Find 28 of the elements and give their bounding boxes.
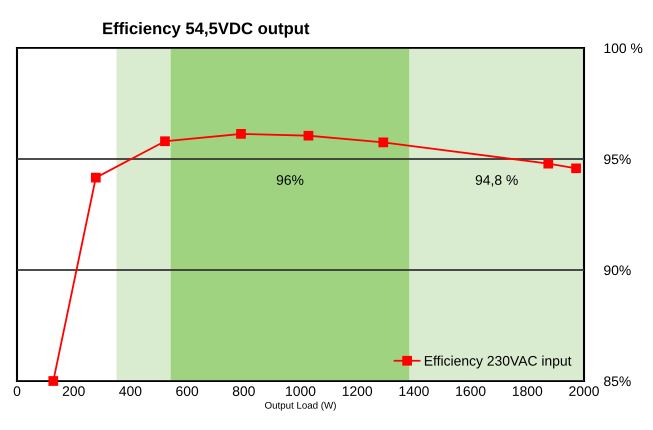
point [571,163,581,174]
y-tick-label: 100 % [604,43,642,54]
y-tick-label: 95% [604,154,631,164]
x-tick-label: 1600 [456,386,486,396]
x-tick-label: 1000 [286,386,316,396]
x-tick-label: 400 [119,386,142,396]
x-tick-label: 800 [232,386,255,396]
x-tick-label: 1200 [342,386,372,396]
x-tick-label: 600 [176,386,198,396]
chart-title: Efficiency 54,5VDC output [103,22,310,38]
x-axis-title: Output Load (W) [265,402,336,411]
point [304,130,314,141]
point [378,137,388,148]
point [160,136,170,146]
x-tick-label: 200 [62,386,85,396]
band-label: 94,8 % [476,175,518,187]
point [236,129,246,139]
point [90,172,101,183]
x-tick-label: 0 [14,386,20,396]
legend-label: Efficiency 230VAC input [424,356,572,368]
x-tick-label: 1800 [512,386,542,396]
band-label: 96% [276,175,304,185]
y-tick-label: 90% [604,265,631,276]
point [48,376,58,386]
point [543,158,554,169]
y-tick-label: 85% [604,376,631,386]
x-tick-label: 2000 [569,386,599,396]
x-tick-label: 1400 [400,386,429,396]
